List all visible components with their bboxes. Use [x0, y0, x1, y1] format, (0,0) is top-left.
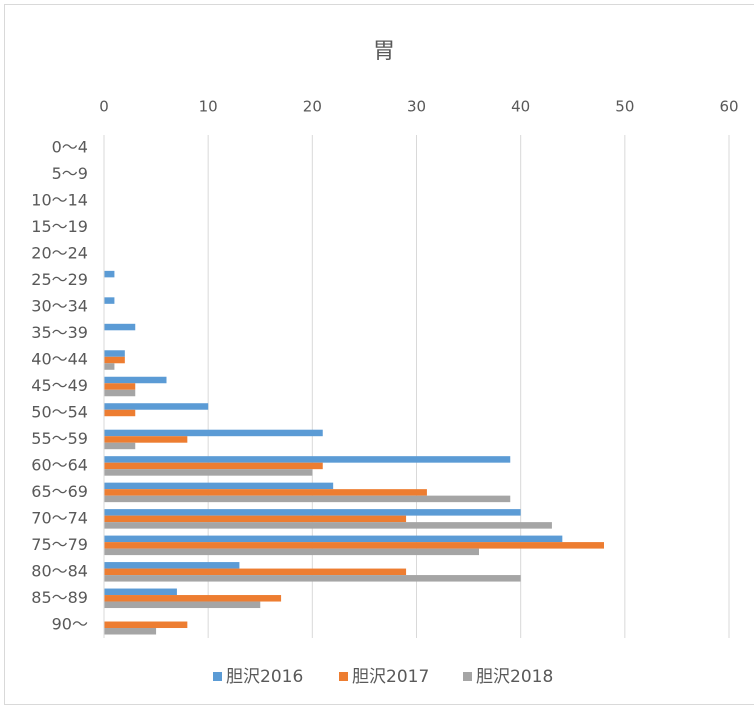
legend-swatch: [463, 672, 472, 681]
bar: [104, 509, 521, 516]
bar: [104, 462, 323, 470]
y-tick-label: 45～49: [31, 376, 88, 395]
x-tick-label: 0: [99, 98, 109, 116]
bar: [104, 442, 136, 450]
y-tick-label: 20～24: [31, 244, 88, 263]
y-tick-label: 30～34: [31, 297, 88, 316]
y-tick-label: 65～69: [31, 482, 88, 501]
bar: [104, 542, 604, 549]
legend-label: 胆沢2017: [352, 667, 429, 687]
bar: [104, 356, 125, 364]
x-tick-label: 20: [303, 98, 322, 116]
bar: [104, 389, 136, 397]
y-tick-label: 85～89: [31, 588, 88, 607]
bar: [104, 621, 188, 629]
bar: [104, 515, 407, 523]
chart-title: 胃: [373, 39, 395, 64]
legend-swatch: [213, 672, 222, 681]
chart-frame: [4, 4, 754, 705]
x-tick-label: 10: [199, 98, 218, 116]
bar: [104, 489, 427, 496]
y-tick-label: 80～84: [31, 561, 88, 580]
bar: [104, 562, 240, 569]
bar: [104, 323, 136, 331]
bar: [104, 297, 115, 304]
x-tick-label: 60: [719, 98, 738, 116]
y-tick-label: 25～29: [31, 270, 88, 289]
bar: [104, 575, 521, 582]
bar: [104, 548, 479, 556]
bar: [104, 535, 563, 543]
y-tick-label: 55～59: [31, 429, 88, 448]
legend-swatch: [339, 672, 348, 681]
bar: [104, 403, 209, 410]
bar: [104, 522, 552, 529]
bar: [104, 628, 157, 635]
bar: [104, 588, 177, 596]
legend-label: 胆沢2018: [476, 667, 553, 687]
bar: [104, 601, 261, 609]
bar: [104, 595, 282, 602]
bar: [104, 456, 511, 463]
y-tick-label: 90～: [52, 614, 88, 633]
y-tick-label: 50～54: [31, 402, 88, 421]
bar: [104, 270, 115, 278]
legend-label: 胆沢2016: [226, 667, 303, 687]
y-tick-label: 40～44: [31, 350, 88, 369]
x-tick-label: 50: [615, 98, 634, 116]
bar: [104, 429, 323, 437]
bar: [104, 436, 188, 443]
bar: [104, 495, 511, 503]
bar: [104, 568, 407, 576]
y-tick-label: 10～14: [31, 191, 88, 210]
y-tick-label: 15～19: [31, 217, 88, 236]
bar: [104, 376, 167, 384]
bar: [104, 469, 313, 476]
bar: [104, 383, 136, 390]
y-tick-label: 35～39: [31, 323, 88, 342]
bar: [104, 363, 115, 370]
y-tick-label: 0～4: [52, 138, 88, 157]
y-tick-label: 75～79: [31, 535, 88, 554]
bar: [104, 482, 334, 490]
y-tick-label: 60～64: [31, 455, 88, 474]
bar: [104, 409, 136, 417]
x-tick-label: 30: [407, 98, 426, 116]
bar: [104, 350, 125, 357]
y-tick-label: 70～74: [31, 508, 88, 527]
y-tick-label: 5～9: [52, 164, 88, 183]
x-tick-label: 40: [511, 98, 530, 116]
